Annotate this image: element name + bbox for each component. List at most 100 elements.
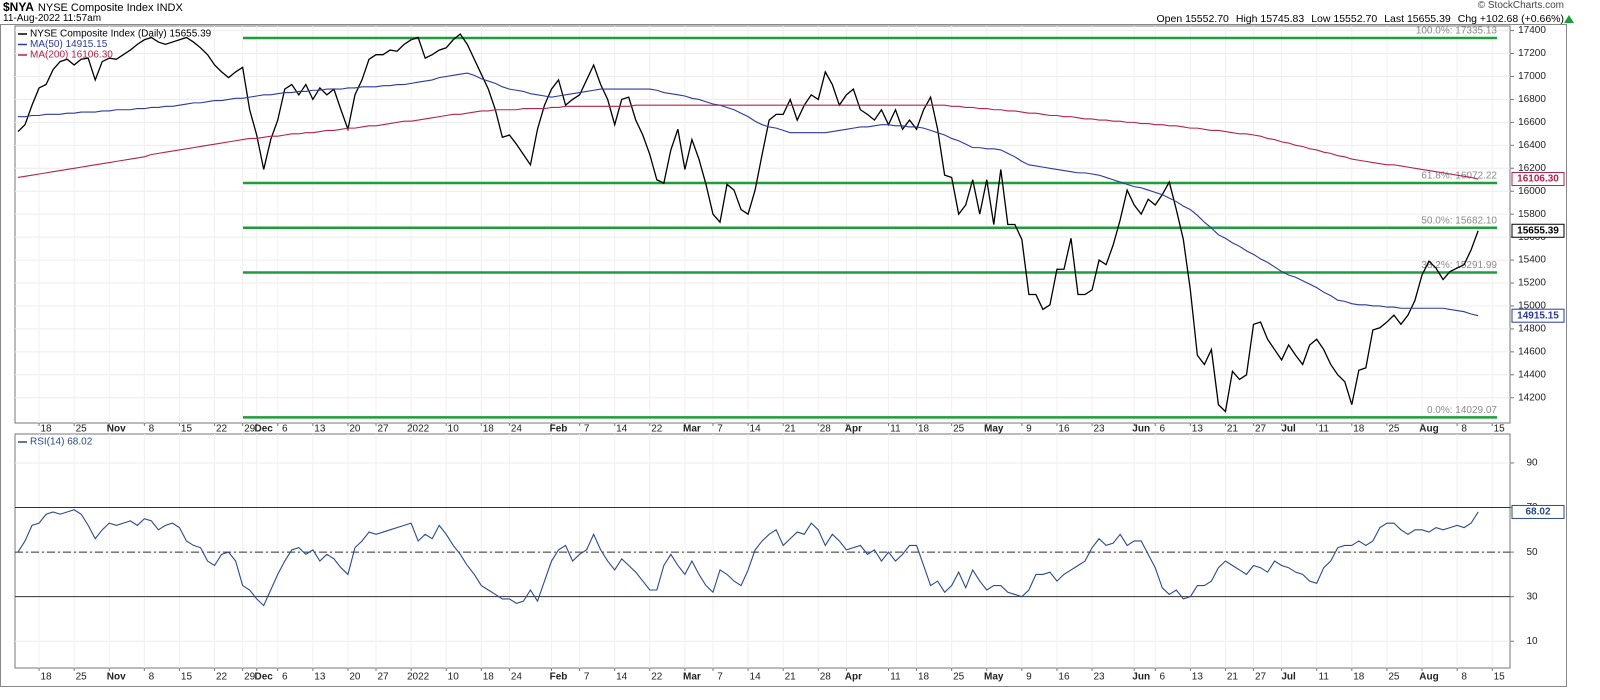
- credit: © StockCharts.com: [1477, 0, 1564, 11]
- value-badge: [1511, 223, 1565, 238]
- x-tick-label: Aug: [1419, 672, 1438, 683]
- x-tick-label: 11: [1319, 672, 1330, 683]
- y-tick-label: 15400: [1518, 255, 1546, 266]
- x-tick-label: 15: [181, 672, 193, 683]
- x-tick-label: 18: [40, 672, 52, 683]
- y-tick-label: 16400: [1518, 140, 1546, 151]
- x-tick-label: 25: [1388, 424, 1400, 435]
- x-tick-label: 15: [1494, 424, 1506, 435]
- x-tick-label: 10: [448, 424, 460, 435]
- value-badge: [1511, 308, 1565, 323]
- value-badge-label: 15655.39: [1517, 225, 1559, 236]
- x-tick-label: Feb: [550, 672, 568, 683]
- x-tick-label: 13: [1192, 672, 1204, 683]
- legend-label: NYSE Composite Index (Daily) 15655.39: [30, 29, 212, 40]
- y-tick-label: 16200: [1518, 163, 1546, 174]
- x-tick-label: 27: [377, 672, 389, 683]
- x-tick-label: 27: [1255, 672, 1267, 683]
- x-tick-label: 14: [750, 424, 762, 435]
- x-tick-label: 9: [1026, 672, 1032, 683]
- x-tick-label: 21: [785, 672, 797, 683]
- x-tick-label: 25: [76, 672, 88, 683]
- x-tick-label: 25: [953, 672, 965, 683]
- x-tick-label: 11: [890, 424, 901, 435]
- x-tick-label: 22: [651, 424, 663, 435]
- timestamp: 11-Aug-2022 11:57am: [3, 13, 102, 24]
- index-name: NYSE Composite Index INDX: [37, 2, 183, 14]
- quote-item: High 15745.83: [1235, 13, 1305, 25]
- x-tick-label: 27: [377, 424, 389, 435]
- x-tick-label: 7: [584, 672, 590, 683]
- value-badge: [1511, 172, 1565, 187]
- plot-area: [14, 25, 1511, 424]
- x-tick-label: 20: [349, 672, 361, 683]
- x-tick-label: 15: [181, 424, 193, 435]
- x-tick-label: 21: [1227, 424, 1239, 435]
- x-tick-label: 23: [1093, 424, 1105, 435]
- x-tick-label: 8: [1461, 672, 1467, 683]
- x-tick-label: 18: [483, 672, 495, 683]
- symbol-line: $NYA NYSE Composite Index INDX: [3, 0, 183, 14]
- x-tick-label: 21: [785, 424, 797, 435]
- y-tick-label: 17400: [1518, 25, 1546, 36]
- x-tick-label: 13: [1192, 424, 1204, 435]
- x-tick-label: 29: [244, 672, 256, 683]
- x-tick-label: 18: [918, 424, 930, 435]
- x-tick-label: 7: [584, 424, 590, 435]
- y-tick-label: 14600: [1518, 347, 1546, 358]
- frame: [0, 24, 1567, 687]
- x-tick-label: 28: [820, 424, 832, 435]
- quote-item: Chg +102.68 (+0.66%): [1457, 13, 1564, 25]
- x-tick-label: 18: [1353, 672, 1365, 683]
- x-tick-label: Jun: [1132, 672, 1150, 683]
- y-tick-label: 14200: [1518, 392, 1546, 403]
- legend-label: MA(200) 16106.30: [30, 50, 113, 61]
- x-tick-label: 20: [349, 424, 361, 435]
- x-tick-label: Aug: [1419, 424, 1438, 435]
- series-line: [17, 33, 1479, 413]
- quote-item: Last 15655.39: [1384, 13, 1451, 25]
- y-tick-label: 16000: [1518, 186, 1546, 197]
- y-tick-label: 90: [1526, 458, 1538, 469]
- y-tick-label: 17200: [1518, 48, 1546, 59]
- x-tick-label: 10: [448, 672, 460, 683]
- y-tick-label: 14800: [1518, 324, 1546, 335]
- fib-label: 38.2%: 15291.99: [1421, 260, 1497, 271]
- x-tick-label: 25: [1388, 672, 1400, 683]
- x-tick-label: Jun: [1132, 424, 1150, 435]
- y-tick-label: 15800: [1518, 209, 1546, 220]
- x-tick-label: 6: [1159, 424, 1165, 435]
- x-tick-label: 18: [918, 672, 930, 683]
- quote-item: Open 15552.70: [1156, 13, 1229, 25]
- x-tick-label: 6: [1159, 672, 1165, 683]
- x-tick-label: 11: [890, 672, 901, 683]
- x-tick-label: 9: [1026, 424, 1032, 435]
- quote-item: Low 15552.70: [1311, 13, 1378, 25]
- x-tick-label: 16: [1058, 672, 1070, 683]
- x-tick-label: 18: [40, 424, 52, 435]
- x-tick-label: 24: [511, 672, 523, 683]
- x-tick-label: 18: [1353, 424, 1365, 435]
- x-tick-label: 24: [511, 424, 523, 435]
- x-tick-label: Dec: [255, 672, 274, 683]
- value-badge-label: 16106.30: [1517, 174, 1559, 185]
- x-tick-label: 27: [1255, 424, 1267, 435]
- x-tick-label: 8: [1461, 424, 1467, 435]
- series-line: [18, 72, 1479, 317]
- x-tick-label: 6: [282, 672, 288, 683]
- x-tick-label: 21: [1227, 672, 1239, 683]
- change-arrow: [1564, 15, 1574, 23]
- legend-label: MA(50) 14915.15: [30, 39, 108, 50]
- quote: Open 15552.70 High 15745.83 Low 15552.70 La…: [1156, 13, 1564, 25]
- value-badge-label: 68.02: [1525, 507, 1550, 518]
- y-tick-label: 10: [1526, 636, 1538, 647]
- x-tick-label: Nov: [107, 424, 126, 435]
- y-tick-label: 15200: [1518, 278, 1546, 289]
- x-tick-label: 15: [1494, 672, 1506, 683]
- y-tick-label: 16600: [1518, 117, 1546, 128]
- x-tick-label: 8: [149, 672, 155, 683]
- x-tick-label: Mar: [683, 424, 701, 435]
- x-tick-label: 25: [76, 424, 88, 435]
